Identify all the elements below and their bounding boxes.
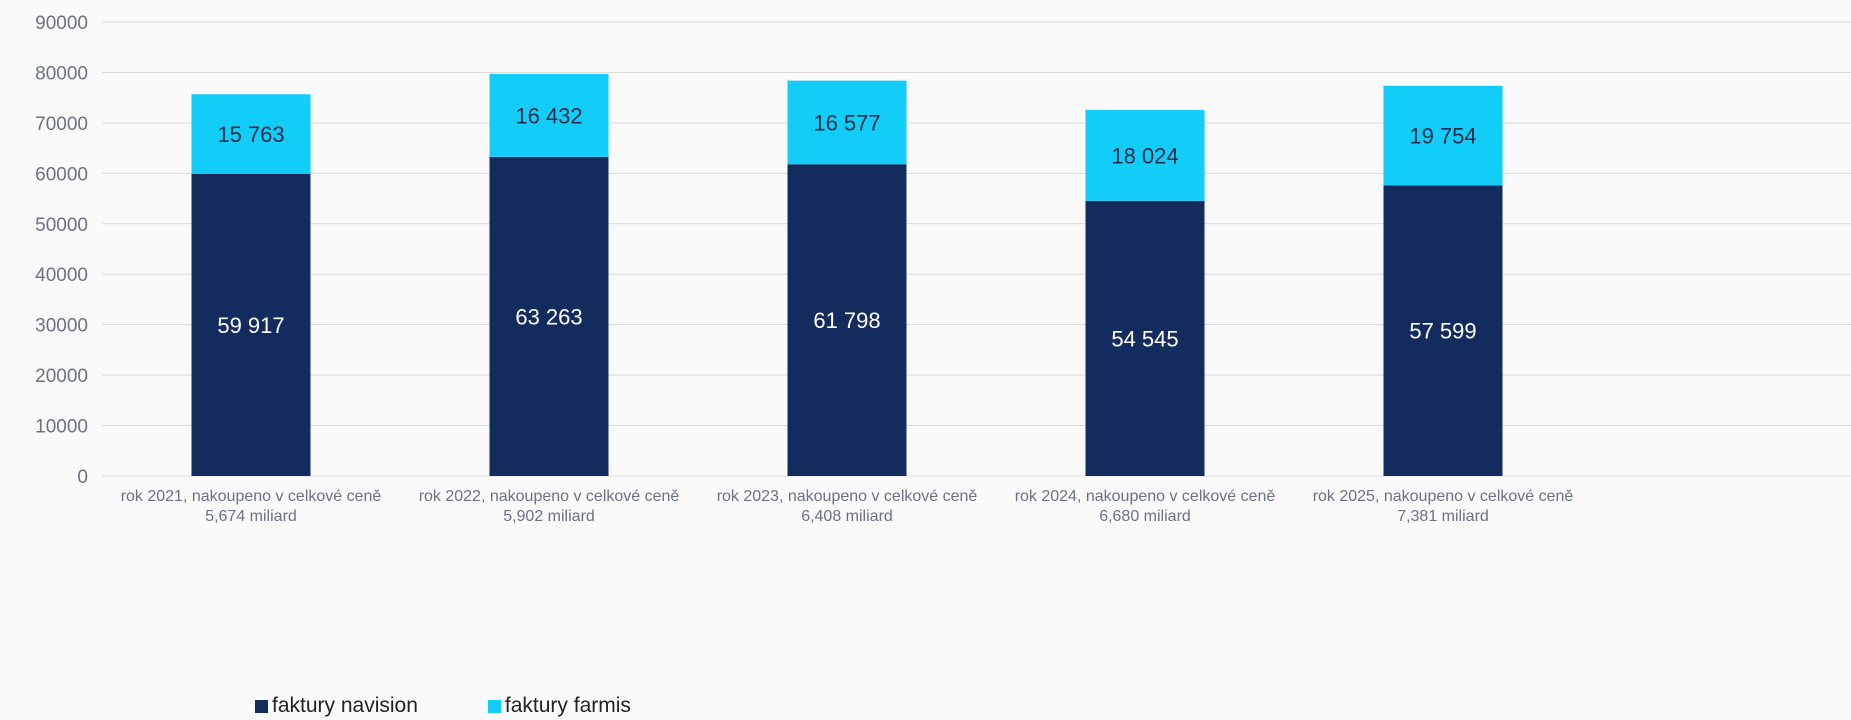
data-label-navision: 59 917 bbox=[217, 313, 284, 338]
data-label-farmis: 19 754 bbox=[1409, 124, 1476, 149]
x-category-label: rok 2024, nakoupeno v celkové ceně bbox=[1015, 488, 1276, 505]
grid-layer bbox=[102, 21, 1851, 477]
y-tick-label: 40000 bbox=[35, 265, 88, 286]
bar-segment-farmis[interactable] bbox=[191, 94, 311, 174]
x-category-label: rok 2022, nakoupeno v celkové ceně bbox=[419, 488, 680, 505]
bar-segment-farmis[interactable] bbox=[787, 80, 907, 165]
data-labels: 59 917 15 763 63 263 16 432 61 798 16 577 54 5… bbox=[217, 103, 1476, 351]
x-category-label: rok 2021, nakoupeno v celkové ceně bbox=[121, 488, 382, 505]
data-label-farmis: 15 763 bbox=[217, 122, 284, 147]
bar-segment-navision[interactable] bbox=[191, 173, 311, 477]
legend-label-farmis: faktury farmis bbox=[504, 694, 631, 717]
y-axis: 0 10000 20000 30000 40000 50000 60000 70000 8000… bbox=[35, 13, 88, 488]
data-label-navision: 54 545 bbox=[1111, 326, 1178, 351]
bar-segment-navision[interactable] bbox=[1383, 185, 1503, 476]
data-label-farmis: 18 024 bbox=[1111, 143, 1178, 168]
x-category-label: 6,680 miliard bbox=[1099, 508, 1191, 525]
data-label-navision: 61 798 bbox=[813, 308, 880, 333]
y-tick-label: 60000 bbox=[35, 164, 88, 185]
legend-swatch-farmis bbox=[487, 699, 501, 713]
y-tick-label: 80000 bbox=[35, 63, 88, 84]
x-category-label: rok 2025, nakoupeno v celkové ceně bbox=[1313, 488, 1574, 505]
legend-label-navision: faktury navision bbox=[272, 694, 418, 717]
x-category-label: 5,902 miliard bbox=[503, 508, 595, 525]
legend-swatch-navision bbox=[255, 699, 268, 713]
y-tick-label: 50000 bbox=[35, 215, 88, 236]
x-category-label: 6,408 miliard bbox=[801, 508, 893, 525]
y-tick-label: 10000 bbox=[35, 417, 88, 438]
x-axis: rok 2021, nakoupeno v celkové ceně 5,674 … bbox=[121, 488, 1574, 525]
legend: faktury navision faktury farmis bbox=[255, 694, 631, 718]
legend-item-farmis[interactable]: faktury farmis bbox=[487, 694, 631, 718]
y-tick-label: 0 bbox=[77, 467, 88, 488]
bars bbox=[191, 73, 1503, 477]
bar-segment-farmis[interactable] bbox=[1383, 85, 1503, 186]
y-tick-label: 70000 bbox=[35, 114, 88, 135]
x-category-label: rok 2023, nakoupeno v celkové ceně bbox=[717, 488, 978, 505]
data-label-navision: 63 263 bbox=[515, 304, 582, 329]
bar-segment-navision[interactable] bbox=[1085, 200, 1205, 477]
legend-item-navision[interactable]: faktury navision bbox=[255, 694, 418, 718]
y-tick-label: 20000 bbox=[35, 366, 88, 387]
x-category-label: 7,381 miliard bbox=[1397, 508, 1489, 525]
data-label-navision: 57 599 bbox=[1409, 319, 1476, 344]
x-category-label: 5,674 miliard bbox=[205, 508, 297, 525]
bar-segment-navision[interactable] bbox=[489, 156, 609, 477]
data-label-farmis: 16 432 bbox=[515, 103, 582, 128]
bar-segment-farmis[interactable] bbox=[489, 73, 609, 157]
y-tick-label: 90000 bbox=[35, 13, 88, 34]
bar-segment-farmis[interactable] bbox=[1085, 109, 1205, 201]
y-tick-label: 30000 bbox=[35, 316, 88, 337]
bar-segment-navision[interactable] bbox=[787, 164, 907, 476]
data-label-farmis: 16 577 bbox=[813, 110, 880, 135]
